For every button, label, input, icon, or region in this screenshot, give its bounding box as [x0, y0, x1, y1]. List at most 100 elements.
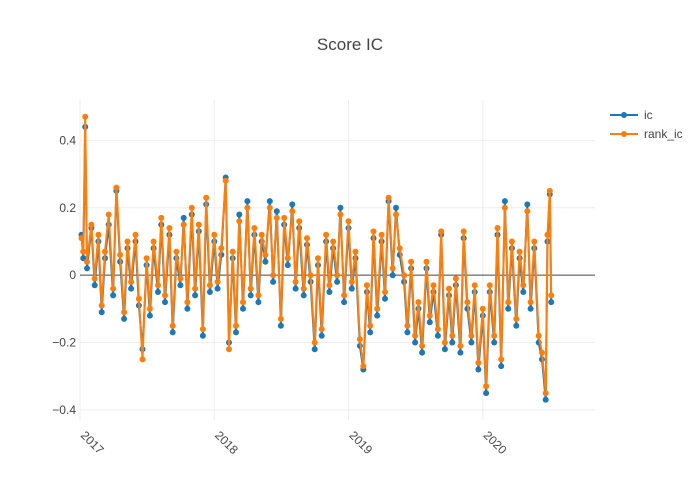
data-point[interactable]	[158, 214, 165, 221]
data-point[interactable]	[121, 315, 128, 322]
data-point[interactable]	[457, 342, 464, 349]
data-point[interactable]	[323, 231, 330, 238]
data-point[interactable]	[419, 342, 426, 349]
data-point[interactable]	[494, 225, 501, 231]
data-point[interactable]	[337, 211, 344, 218]
data-point[interactable]	[84, 258, 90, 265]
data-point[interactable]	[91, 282, 98, 289]
data-point[interactable]	[273, 208, 280, 215]
data-point[interactable]	[277, 315, 284, 322]
data-point[interactable]	[370, 228, 377, 235]
data-point[interactable]	[262, 251, 269, 258]
data-point[interactable]	[218, 245, 225, 252]
data-point[interactable]	[139, 356, 146, 363]
data-point[interactable]	[334, 272, 341, 279]
data-point[interactable]	[95, 231, 102, 238]
data-point[interactable]	[284, 255, 291, 262]
data-point[interactable]	[513, 315, 520, 322]
data-point[interactable]	[548, 292, 555, 299]
data-point[interactable]	[524, 208, 531, 215]
data-point[interactable]	[214, 285, 221, 292]
data-point[interactable]	[449, 339, 456, 346]
data-point[interactable]	[177, 282, 184, 289]
data-point[interactable]	[84, 265, 90, 272]
data-point[interactable]	[483, 383, 490, 390]
data-point[interactable]	[374, 305, 381, 312]
data-point[interactable]	[162, 292, 168, 299]
data-point[interactable]	[337, 204, 344, 211]
data-point[interactable]	[233, 322, 239, 329]
data-point[interactable]	[98, 309, 105, 316]
data-point[interactable]	[491, 339, 498, 346]
legend-item-rank-ic[interactable]: rank_ic	[610, 127, 683, 141]
data-point[interactable]	[446, 285, 452, 292]
data-point[interactable]	[430, 282, 437, 289]
data-point[interactable]	[98, 302, 105, 309]
data-point[interactable]	[539, 349, 545, 356]
data-point[interactable]	[508, 238, 515, 245]
data-point[interactable]	[367, 329, 374, 336]
data-point[interactable]	[356, 336, 363, 343]
data-point[interactable]	[546, 187, 553, 194]
data-point[interactable]	[367, 322, 374, 329]
data-point[interactable]	[255, 299, 262, 306]
data-point[interactable]	[423, 258, 430, 265]
data-point[interactable]	[192, 285, 199, 292]
legend-item-ic[interactable]: ic	[610, 108, 653, 122]
data-point[interactable]	[438, 228, 445, 235]
data-point[interactable]	[401, 272, 408, 279]
data-point[interactable]	[326, 282, 333, 289]
data-point[interactable]	[404, 329, 411, 336]
data-point[interactable]	[266, 204, 273, 211]
data-point[interactable]	[468, 332, 475, 339]
data-point[interactable]	[132, 231, 139, 238]
data-point[interactable]	[222, 177, 229, 184]
data-point[interactable]	[226, 346, 232, 353]
data-point[interactable]	[520, 282, 527, 289]
data-point[interactable]	[166, 225, 173, 231]
data-point[interactable]	[180, 214, 187, 221]
data-point[interactable]	[426, 319, 433, 326]
data-point[interactable]	[548, 299, 555, 306]
data-point[interactable]	[483, 390, 490, 397]
data-point[interactable]	[236, 211, 243, 218]
data-point[interactable]	[412, 339, 419, 346]
legend[interactable]: ic rank_ic	[610, 108, 683, 141]
data-point[interactable]	[404, 322, 411, 329]
data-point[interactable]	[479, 305, 486, 312]
data-point[interactable]	[520, 289, 527, 295]
data-point[interactable]	[475, 359, 482, 366]
data-point[interactable]	[211, 231, 218, 238]
data-point[interactable]	[307, 272, 314, 279]
data-point[interactable]	[468, 339, 475, 346]
data-point[interactable]	[177, 275, 184, 282]
data-point[interactable]	[498, 356, 505, 363]
data-point[interactable]	[240, 299, 246, 306]
data-point[interactable]	[389, 265, 396, 272]
data-point[interactable]	[88, 221, 95, 228]
data-point[interactable]	[277, 322, 284, 329]
data-point[interactable]	[169, 329, 176, 336]
data-point[interactable]	[385, 194, 392, 201]
data-point[interactable]	[408, 258, 415, 265]
data-point[interactable]	[236, 218, 243, 225]
data-point[interactable]	[199, 326, 206, 333]
data-point[interactable]	[214, 278, 221, 285]
data-point[interactable]	[244, 204, 251, 211]
data-point[interactable]	[300, 292, 307, 299]
data-point[interactable]	[311, 339, 318, 346]
data-point[interactable]	[105, 211, 112, 218]
data-point[interactable]	[334, 278, 341, 285]
data-point[interactable]	[304, 235, 310, 242]
data-point[interactable]	[135, 295, 142, 302]
data-point[interactable]	[146, 305, 153, 312]
data-point[interactable]	[527, 305, 534, 312]
data-point[interactable]	[449, 332, 456, 339]
data-point[interactable]	[289, 208, 296, 215]
data-point[interactable]	[412, 332, 419, 339]
data-point[interactable]	[206, 289, 213, 295]
data-point[interactable]	[513, 322, 520, 329]
data-point[interactable]	[273, 214, 280, 221]
data-point[interactable]	[457, 349, 464, 356]
data-point[interactable]	[426, 312, 433, 319]
